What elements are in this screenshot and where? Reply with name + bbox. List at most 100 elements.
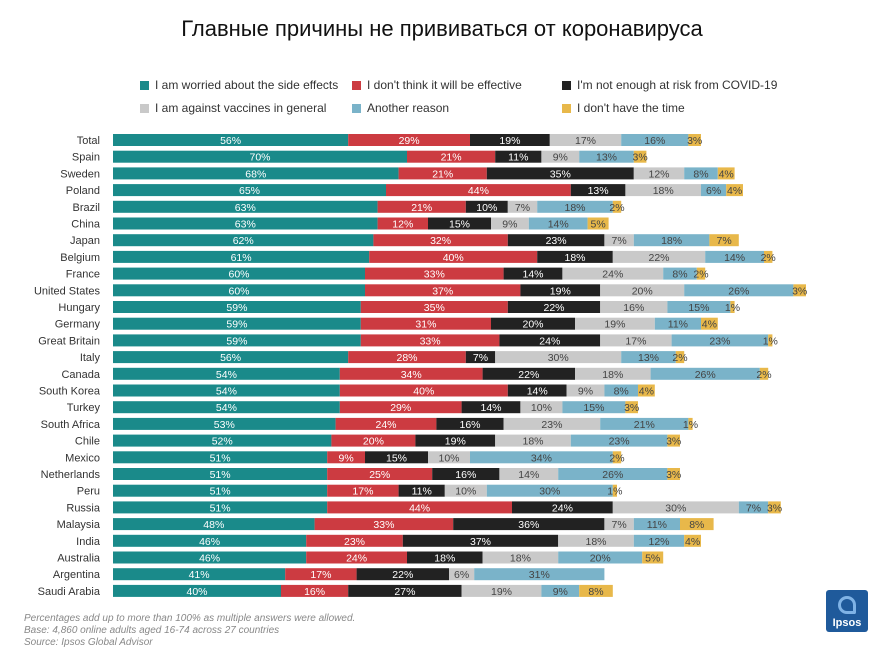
bar-segment [520, 401, 563, 414]
data-label: 63% [235, 202, 256, 214]
bar-segment [709, 234, 739, 247]
bar-segment [684, 284, 794, 297]
bar-segment [667, 434, 680, 447]
bar-segment [621, 134, 689, 146]
category-label: Poland [66, 185, 100, 197]
stacked-bar-chart: Total 56% 29% 19% 17% 16% 3%Spain 70% 21% 11% 9% 13… [34, 134, 807, 598]
bar-segment [113, 150, 407, 163]
data-label: 54% [216, 369, 237, 381]
bar-segment [314, 518, 454, 531]
bar-segment [612, 200, 622, 213]
data-label: 8% [689, 519, 704, 531]
bar-segment [600, 417, 689, 430]
data-label: 20% [363, 436, 384, 448]
data-label: 53% [214, 419, 235, 431]
bar-segment [730, 301, 735, 313]
bar-segment [684, 534, 701, 547]
data-label: 63% [235, 219, 256, 231]
bar-segment [470, 134, 550, 146]
category-label: Brazil [72, 202, 100, 214]
bar-segment [642, 551, 664, 564]
bar-segment [482, 551, 559, 564]
data-label: 8% [614, 386, 629, 398]
bar-segment [495, 351, 622, 364]
data-label: 14% [522, 269, 543, 281]
bar-segment [633, 150, 647, 163]
bar-segment [306, 551, 407, 564]
bar-segment [570, 434, 668, 447]
bar-segment [365, 284, 521, 297]
bar-segment [663, 267, 697, 280]
data-label: 12% [648, 536, 669, 548]
data-label: 13% [596, 152, 617, 164]
data-label: 21% [634, 419, 655, 431]
data-label: 37% [432, 285, 453, 297]
legend-swatch [352, 103, 361, 113]
bar-segment [402, 534, 559, 547]
bar-segment [113, 417, 336, 430]
category-label: Peru [77, 486, 100, 498]
data-label: 35% [550, 168, 571, 180]
bar-segment [113, 451, 328, 464]
bar-segment [461, 584, 542, 597]
bar-segment [701, 317, 718, 330]
data-label: 12% [648, 168, 669, 180]
bar-segment [507, 301, 601, 313]
data-label: 8% [588, 586, 603, 598]
bar-segment [113, 217, 378, 230]
data-label: 56% [220, 352, 241, 364]
bar-segment [470, 451, 613, 464]
data-label: 18% [653, 185, 674, 197]
category-label: Spain [72, 152, 100, 164]
data-label: 26% [602, 469, 623, 481]
data-label: 18% [602, 369, 623, 381]
data-label: 10% [531, 402, 552, 414]
data-label: 8% [672, 269, 687, 281]
data-label: 24% [346, 553, 367, 565]
footnote-source: Source: Ipsos Global Advisor [24, 637, 153, 648]
bar-segment [612, 451, 622, 464]
legend-swatch [140, 80, 149, 90]
data-label: 3% [666, 469, 681, 481]
legend-item: Another reason [352, 101, 449, 115]
data-label: 22% [392, 569, 413, 581]
data-label: 8% [693, 168, 708, 180]
bar-segment [356, 568, 449, 581]
data-label: 4% [685, 536, 700, 548]
bar-segment [449, 568, 475, 581]
data-label: 10% [438, 452, 459, 464]
data-label: 4% [719, 168, 734, 180]
legend-label: I'm not enough at risk from COVID-19 [577, 78, 778, 92]
data-label: 51% [210, 469, 231, 481]
legend-label: I don't have the time [577, 101, 685, 115]
bar-segment [360, 317, 491, 330]
data-label: 9% [553, 152, 568, 164]
bar-segment [633, 534, 685, 547]
bar-segment [331, 434, 416, 447]
data-label: 16% [644, 135, 665, 147]
data-label: 17% [352, 486, 373, 498]
bar-segment [507, 200, 538, 213]
bar-segment [377, 200, 466, 213]
data-label: 7% [717, 235, 732, 247]
footnote-base: Base: 4,860 online adults aged 16-74 acr… [24, 625, 280, 636]
category-label: South Africa [41, 419, 101, 431]
bar-segment [768, 501, 781, 514]
data-label: 17% [575, 135, 596, 147]
bar-segment [793, 284, 806, 297]
bar-segment [113, 184, 386, 197]
legend-item: I don't have the time [562, 101, 685, 115]
bar-segment [701, 184, 727, 197]
bar-segment [667, 468, 680, 480]
bar-segment [453, 518, 605, 531]
data-label: 4% [727, 185, 742, 197]
data-label: 61% [231, 252, 252, 264]
data-label: 23% [709, 335, 730, 347]
bar-segment [604, 384, 638, 397]
bar-segment [495, 434, 571, 447]
bar-segment [113, 468, 328, 480]
bar-segment [768, 334, 773, 347]
data-label: 12% [392, 219, 413, 231]
bar-segment [520, 284, 601, 297]
bar-segment [604, 518, 634, 531]
